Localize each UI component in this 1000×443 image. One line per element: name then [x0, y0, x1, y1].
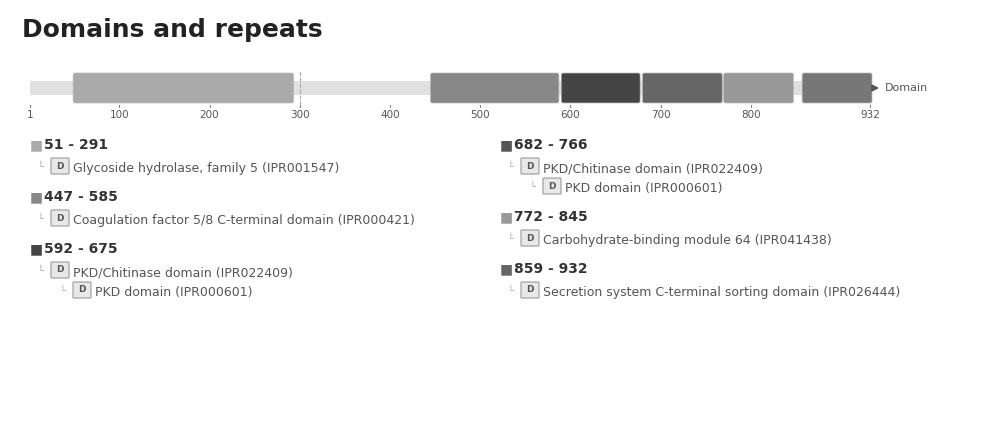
Text: 1: 1 — [27, 110, 33, 120]
Text: 447 - 585: 447 - 585 — [44, 190, 118, 204]
Text: └: └ — [530, 182, 536, 192]
Text: ■: ■ — [30, 242, 43, 256]
Text: Glycoside hydrolase, family 5 (IPR001547): Glycoside hydrolase, family 5 (IPR001547… — [73, 162, 339, 175]
Text: └: └ — [38, 266, 44, 276]
FancyBboxPatch shape — [561, 73, 640, 103]
FancyBboxPatch shape — [73, 282, 91, 298]
Text: ■: ■ — [500, 138, 513, 152]
Text: Secretion system C-terminal sorting domain (IPR026444): Secretion system C-terminal sorting doma… — [543, 286, 900, 299]
Text: ■: ■ — [500, 210, 513, 224]
Text: Domains and repeats: Domains and repeats — [22, 18, 323, 42]
Text: 932: 932 — [860, 110, 880, 120]
Text: PKD/Chitinase domain (IPR022409): PKD/Chitinase domain (IPR022409) — [73, 266, 293, 279]
Text: 600: 600 — [561, 110, 580, 120]
Text: D: D — [526, 233, 534, 242]
FancyBboxPatch shape — [30, 81, 870, 95]
Text: 859 - 932: 859 - 932 — [514, 262, 588, 276]
Text: D: D — [526, 285, 534, 295]
Text: 500: 500 — [470, 110, 490, 120]
FancyBboxPatch shape — [521, 282, 539, 298]
Text: D: D — [526, 162, 534, 171]
Text: ■: ■ — [30, 138, 43, 152]
Text: PKD domain (IPR000601): PKD domain (IPR000601) — [95, 286, 252, 299]
Text: Coagulation factor 5/8 C-terminal domain (IPR000421): Coagulation factor 5/8 C-terminal domain… — [73, 214, 415, 227]
Text: 200: 200 — [200, 110, 219, 120]
Text: 700: 700 — [651, 110, 670, 120]
Text: 682 - 766: 682 - 766 — [514, 138, 588, 152]
Text: ■: ■ — [30, 190, 43, 204]
Text: 51 - 291: 51 - 291 — [44, 138, 108, 152]
FancyBboxPatch shape — [73, 73, 294, 103]
Text: Domain: Domain — [885, 83, 928, 93]
FancyBboxPatch shape — [51, 262, 69, 278]
Text: └: └ — [60, 286, 66, 296]
Text: ■: ■ — [500, 262, 513, 276]
FancyBboxPatch shape — [802, 73, 872, 103]
Text: D: D — [56, 214, 64, 222]
Text: └: └ — [38, 162, 44, 172]
Text: 400: 400 — [380, 110, 400, 120]
Text: PKD/Chitinase domain (IPR022409): PKD/Chitinase domain (IPR022409) — [543, 162, 763, 175]
FancyBboxPatch shape — [430, 73, 559, 103]
Text: D: D — [78, 285, 86, 295]
Text: 300: 300 — [290, 110, 310, 120]
Text: 100: 100 — [110, 110, 129, 120]
Text: D: D — [56, 162, 64, 171]
Text: └: └ — [508, 286, 514, 296]
Text: 800: 800 — [741, 110, 761, 120]
FancyBboxPatch shape — [51, 210, 69, 226]
Text: D: D — [56, 265, 64, 275]
FancyBboxPatch shape — [51, 158, 69, 174]
Text: └: └ — [508, 234, 514, 244]
FancyBboxPatch shape — [521, 230, 539, 246]
FancyBboxPatch shape — [724, 73, 794, 103]
Text: D: D — [548, 182, 556, 190]
FancyBboxPatch shape — [543, 178, 561, 194]
Text: └: └ — [508, 162, 514, 172]
Text: PKD domain (IPR000601): PKD domain (IPR000601) — [565, 182, 722, 195]
FancyBboxPatch shape — [521, 158, 539, 174]
Text: Carbohydrate-binding module 64 (IPR041438): Carbohydrate-binding module 64 (IPR04143… — [543, 234, 832, 247]
FancyBboxPatch shape — [642, 73, 722, 103]
Text: 592 - 675: 592 - 675 — [44, 242, 118, 256]
Text: 772 - 845: 772 - 845 — [514, 210, 588, 224]
Text: └: └ — [38, 214, 44, 224]
